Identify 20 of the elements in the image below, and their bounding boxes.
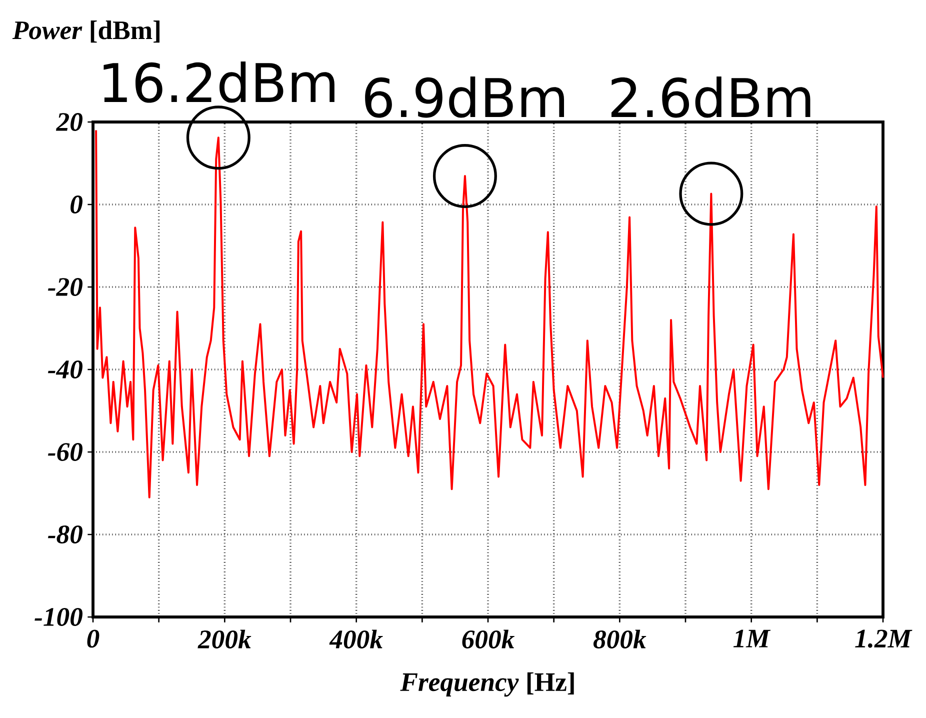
y-axis-title: Power [dBm] <box>12 20 160 43</box>
y-tick-label: -20 <box>48 278 82 296</box>
y-tick-label: 20 <box>56 113 82 131</box>
x-tick-label: 1M <box>733 630 771 648</box>
x-tick-label: 800k <box>593 630 646 648</box>
x-tick-label: 600k <box>462 630 514 648</box>
x-tick-label: 200k <box>198 630 252 648</box>
x-axis-title: Frequency [Hz] <box>400 672 574 697</box>
annotation: 2.6dBm <box>611 76 810 118</box>
y-tick-label: -80 <box>48 525 82 544</box>
x-tick-label: 0 <box>87 630 100 648</box>
x-tick-label: 400k <box>329 630 383 648</box>
annotation: 16.2dBm <box>104 61 334 103</box>
y-tick-label: -60 <box>48 442 82 461</box>
y-tick-label: -100 <box>34 608 82 626</box>
y-tick-label: 0 <box>70 195 82 214</box>
y-tick-label: -40 <box>48 360 82 378</box>
annotation: 6.9dBm <box>365 76 564 118</box>
line-series <box>95 129 884 498</box>
x-tick-label: 1.2M <box>855 630 912 648</box>
